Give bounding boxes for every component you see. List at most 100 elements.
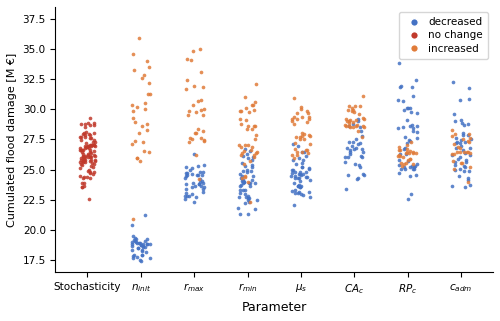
Point xyxy=(397,166,405,171)
Point xyxy=(413,129,421,134)
Point xyxy=(351,161,359,167)
Point xyxy=(342,117,350,122)
Point xyxy=(298,114,306,119)
Point xyxy=(241,164,249,169)
Point xyxy=(288,117,296,122)
Point xyxy=(288,188,296,193)
Point xyxy=(298,164,306,169)
Point xyxy=(146,241,154,246)
Point xyxy=(462,150,469,155)
Point xyxy=(198,178,205,183)
Point xyxy=(197,136,205,141)
Point xyxy=(461,184,469,189)
Point xyxy=(245,195,253,200)
Point xyxy=(90,161,98,166)
Point xyxy=(359,171,367,177)
Point xyxy=(130,120,138,125)
Point xyxy=(396,148,404,153)
Point xyxy=(90,149,98,154)
Point xyxy=(90,138,98,143)
Point xyxy=(128,52,136,57)
Point xyxy=(86,176,94,181)
Point xyxy=(464,178,472,183)
Point xyxy=(452,145,460,150)
Point xyxy=(400,167,408,172)
Point xyxy=(90,169,98,174)
Point xyxy=(457,117,465,123)
Point xyxy=(185,140,193,145)
Point xyxy=(412,77,420,82)
Point xyxy=(196,180,204,185)
Point xyxy=(292,134,300,139)
Point xyxy=(294,176,302,181)
Point xyxy=(354,128,362,134)
Point xyxy=(458,161,466,166)
Point xyxy=(89,140,97,145)
Point xyxy=(188,172,196,177)
Point xyxy=(195,181,203,186)
Point xyxy=(466,145,474,151)
Point xyxy=(348,108,356,113)
Point xyxy=(288,141,296,146)
Point xyxy=(234,194,242,199)
Point xyxy=(454,173,462,178)
Point xyxy=(190,84,198,89)
Point xyxy=(81,143,89,148)
Point xyxy=(250,102,258,107)
Point xyxy=(188,166,196,171)
Point xyxy=(192,130,200,135)
Point xyxy=(80,160,88,165)
Point xyxy=(188,48,196,53)
Point xyxy=(249,173,257,178)
Point xyxy=(396,144,404,150)
Point xyxy=(355,163,363,168)
Point xyxy=(288,157,296,162)
Point xyxy=(306,195,314,200)
Point xyxy=(344,107,352,112)
Point xyxy=(236,122,244,127)
Point xyxy=(358,135,366,140)
Point xyxy=(291,173,299,178)
Point xyxy=(196,69,204,74)
Point xyxy=(182,193,190,198)
Point xyxy=(411,163,419,169)
Point xyxy=(197,98,205,103)
Point xyxy=(396,83,404,88)
Point xyxy=(196,47,204,52)
Point xyxy=(82,160,90,165)
Point xyxy=(76,134,84,139)
Point xyxy=(142,127,150,132)
Point xyxy=(451,167,459,172)
Point xyxy=(360,125,368,130)
Point xyxy=(252,82,260,87)
Point xyxy=(295,176,303,181)
Point xyxy=(298,150,306,155)
Point xyxy=(196,177,203,182)
Point xyxy=(292,175,300,180)
Point xyxy=(400,99,407,104)
Point xyxy=(244,123,252,128)
Point xyxy=(248,158,256,163)
Point xyxy=(86,147,94,152)
Point xyxy=(238,178,246,183)
Point xyxy=(188,191,196,196)
Point xyxy=(306,178,314,183)
Point xyxy=(128,222,136,228)
Point xyxy=(87,154,95,159)
Point xyxy=(135,240,143,246)
Point xyxy=(352,124,360,129)
Point xyxy=(86,149,94,154)
Point xyxy=(302,154,310,159)
Point xyxy=(84,175,92,180)
Point xyxy=(406,164,414,169)
Point xyxy=(238,173,246,178)
Point xyxy=(466,152,474,157)
Point xyxy=(132,240,140,245)
Point xyxy=(359,94,367,99)
Point xyxy=(77,158,85,163)
Point xyxy=(464,175,472,180)
Point xyxy=(80,158,88,163)
Point xyxy=(81,121,89,126)
Point xyxy=(90,143,98,148)
Point xyxy=(356,124,364,129)
